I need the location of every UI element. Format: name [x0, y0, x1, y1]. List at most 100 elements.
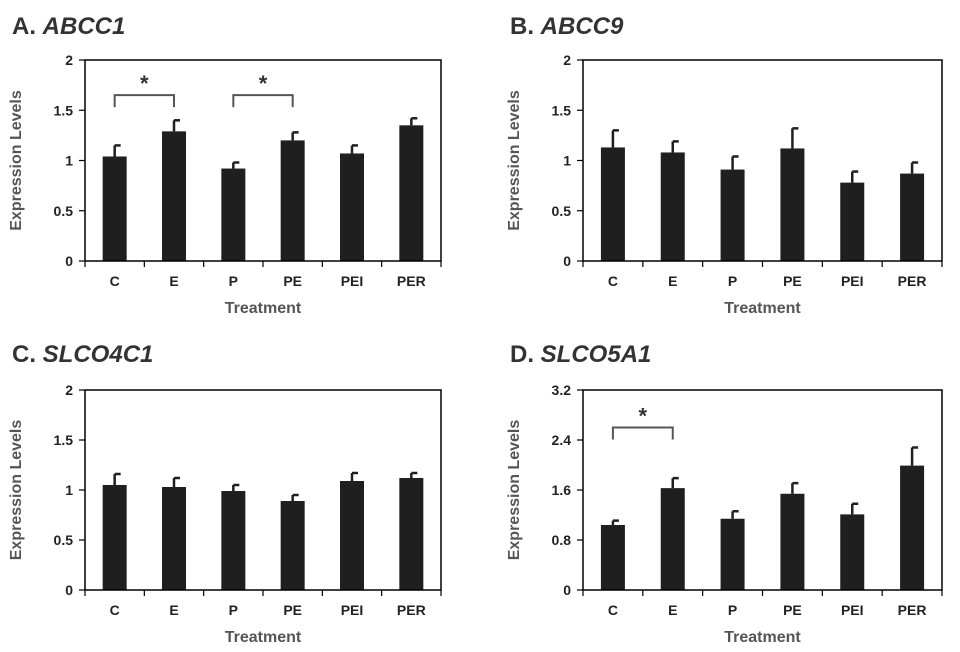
y-tick-label: 0.5	[54, 203, 74, 219]
x-tick-label-per: PER	[898, 273, 927, 289]
y-axis-title: Expression Levels	[8, 90, 25, 231]
bar-pe	[780, 493, 805, 590]
bar-c	[600, 525, 625, 590]
bar-e	[162, 487, 186, 590]
bar-e	[660, 488, 685, 590]
x-tick-label-per: PER	[397, 602, 426, 618]
y-tick-label: 0.8	[552, 532, 572, 548]
bar-per	[399, 125, 424, 261]
x-tick-label-pei: PEI	[841, 273, 864, 289]
y-tick-label: 2.4	[552, 432, 572, 448]
bar-p	[720, 518, 745, 590]
y-tick-label: 0	[563, 582, 571, 598]
x-tick-label-p: P	[728, 602, 737, 618]
x-tick-label-pe: PE	[783, 602, 802, 618]
panel-title: A. ABCC1	[12, 13, 125, 40]
significance-star: *	[639, 404, 648, 429]
y-tick-label: 0.5	[54, 532, 74, 548]
x-tick-label-pei: PEI	[341, 273, 364, 289]
significance-star: *	[140, 71, 149, 96]
x-tick-label-p: P	[229, 273, 238, 289]
bar-pei	[340, 481, 364, 590]
gene-name: ABCC1	[42, 13, 126, 40]
x-tick-label-p: P	[229, 602, 238, 618]
bar-per	[900, 173, 925, 261]
bar-e	[660, 152, 685, 261]
y-tick-label: 2	[563, 52, 571, 68]
bar-p	[221, 168, 246, 261]
x-tick-label-c: C	[110, 273, 120, 289]
y-tick-label: 1.6	[552, 482, 572, 498]
x-axis-title: Treatment	[225, 300, 302, 317]
bar-pei	[840, 514, 865, 590]
x-axis-title: Treatment	[724, 300, 801, 317]
y-axis-title: Expression Levels	[506, 90, 523, 231]
y-tick-label: 1.5	[54, 432, 74, 448]
bar-pe	[280, 501, 305, 590]
bar-pe	[780, 148, 805, 261]
bar-c	[600, 147, 625, 261]
x-tick-label-c: C	[608, 602, 618, 618]
chart-panel-slco5a1: D. SLCO5A1 0 0.8 1.6 2.4 3.2 C E P PE PEI PER Treatm…	[506, 341, 943, 646]
panel-label: B.	[510, 13, 541, 40]
panel-title: C. SLCO4C1	[12, 341, 153, 368]
y-tick-label: 0	[65, 582, 73, 598]
y-axis-title: Expression Levels	[506, 420, 523, 561]
panel-label: D.	[510, 341, 541, 368]
panel-label: A.	[12, 13, 43, 40]
bar-per	[399, 478, 424, 590]
significance-bracket	[611, 426, 674, 440]
y-tick-label: 1	[563, 153, 571, 169]
x-axis-title: Treatment	[724, 629, 801, 646]
y-tick-label: 1.5	[552, 102, 572, 118]
y-tick-label: 2	[65, 52, 73, 68]
x-tick-label-pei: PEI	[841, 602, 864, 618]
bar-e	[162, 131, 186, 261]
significance-bracket	[232, 94, 294, 108]
y-axis-title: Expression Levels	[8, 420, 25, 561]
bar-pe	[280, 140, 305, 261]
y-tick-label: 0	[563, 253, 571, 269]
x-tick-label-e: E	[169, 602, 178, 618]
y-tick-label: 3.2	[552, 382, 572, 398]
y-tick-label: 1	[65, 482, 73, 498]
bar-p	[720, 169, 745, 261]
y-tick-label: 1	[65, 153, 73, 169]
x-tick-label-c: C	[110, 602, 120, 618]
x-tick-label-e: E	[668, 602, 677, 618]
bar-pei	[340, 153, 364, 261]
panel-title: D. SLCO5A1	[510, 341, 651, 368]
x-tick-label-pe: PE	[783, 273, 802, 289]
bar-per	[900, 465, 925, 590]
x-tick-label-e: E	[668, 273, 677, 289]
significance-bracket	[113, 94, 175, 108]
significance-star: *	[259, 71, 268, 96]
bar-pei	[840, 182, 865, 261]
x-tick-label-pe: PE	[283, 273, 302, 289]
y-tick-label: 0	[65, 253, 73, 269]
gene-name: SLCO5A1	[541, 341, 652, 368]
y-tick-label: 2	[65, 382, 73, 398]
bar-c	[102, 485, 127, 590]
y-tick-label: 0.5	[552, 203, 572, 219]
x-tick-label-pe: PE	[283, 602, 302, 618]
chart-panel-abcc1: A. ABCC1 0 0.5 1 1.5 2 C E P PE PEI PER Treatment Exp…	[8, 13, 442, 317]
bar-p	[221, 491, 246, 590]
plot-frame	[84, 389, 442, 591]
panel-title: B. ABCC9	[510, 13, 624, 40]
plot-frame	[582, 59, 943, 262]
chart-panel-slco4c1: C. SLCO4C1 0 0.5 1 1.5 2 C E P PE PEI PER Treatment E…	[8, 341, 442, 646]
chart-panel-abcc9: B. ABCC9 0 0.5 1 1.5 2 C E P PE PEI PER Treatment Exp…	[506, 13, 943, 317]
x-tick-label-per: PER	[898, 602, 927, 618]
x-tick-label-c: C	[608, 273, 618, 289]
x-tick-label-p: P	[728, 273, 737, 289]
x-tick-label-pei: PEI	[341, 602, 364, 618]
x-tick-label-per: PER	[397, 273, 426, 289]
x-tick-label-e: E	[169, 273, 178, 289]
bar-c	[102, 156, 127, 261]
panel-label: C.	[12, 341, 43, 368]
plot-frame	[582, 389, 943, 591]
gene-name: SLCO4C1	[43, 341, 154, 368]
x-axis-title: Treatment	[225, 629, 302, 646]
